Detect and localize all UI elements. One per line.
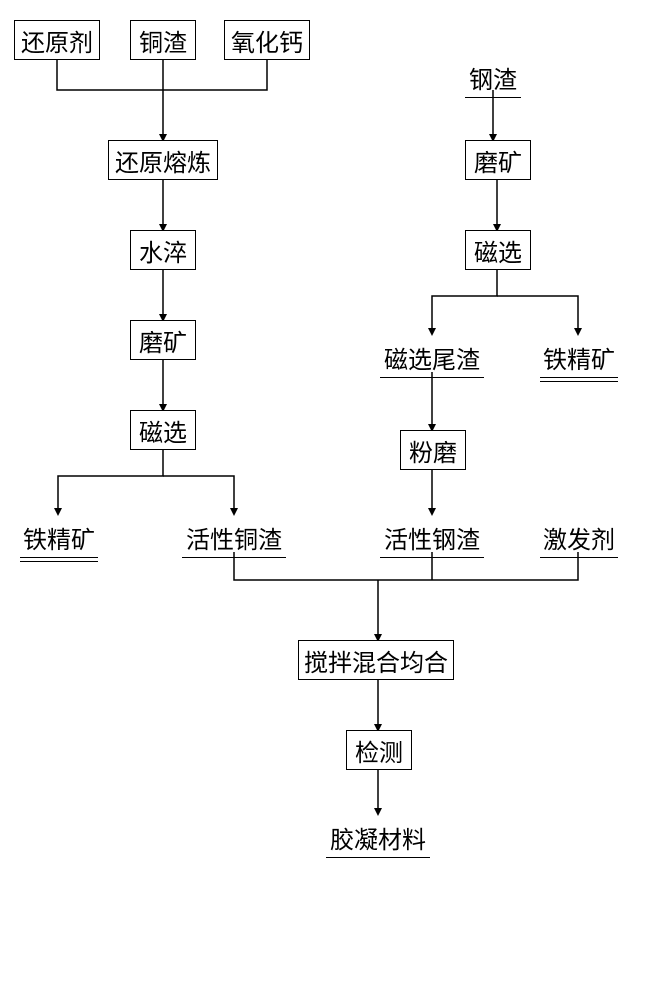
node-text: 水淬 [139,233,187,268]
node-n13: 粉磨 [400,430,466,470]
node-n19: 检测 [346,730,412,770]
edge-10 [497,296,578,334]
node-n14: 铁精矿 [20,520,98,555]
node-text: 磁选尾渣 [384,348,480,374]
node-n1: 还原剂 [14,20,100,60]
node-n18: 搅拌混合均合 [298,640,454,680]
node-text: 铜渣 [139,23,187,58]
edge-9 [432,270,497,334]
node-text: 胶凝材料 [330,828,426,854]
node-n3: 氧化钙 [224,20,310,60]
node-n2: 铜渣 [130,20,196,60]
node-text: 铁精矿 [543,348,615,374]
node-text: 氧化钙 [231,23,303,58]
node-n4: 钢渣 [465,60,521,95]
node-n12: 磁选 [130,410,196,450]
node-n11: 铁精矿 [540,340,618,375]
node-n17: 激发剂 [540,520,618,555]
node-text: 检测 [355,733,403,768]
node-n9: 磨矿 [130,320,196,360]
node-n16: 活性钢渣 [380,520,484,555]
node-n15: 活性铜渣 [182,520,286,555]
node-text: 磁选 [474,233,522,268]
node-n7: 水淬 [130,230,196,270]
node-text: 活性铜渣 [186,528,282,554]
node-text: 活性钢渣 [384,528,480,554]
edge-6 [163,476,234,514]
node-text: 还原剂 [21,23,93,58]
node-n8: 磁选 [465,230,531,270]
node-text: 搅拌混合均合 [304,643,448,678]
node-text: 铁精矿 [23,528,95,554]
node-text: 钢渣 [469,68,517,94]
edge-0 [57,60,267,90]
node-text: 磨矿 [139,323,187,358]
node-text: 还原熔炼 [115,143,211,178]
node-n6: 磨矿 [465,140,531,180]
node-n5: 还原熔炼 [108,140,218,180]
node-text: 粉磨 [409,433,457,468]
node-n20: 胶凝材料 [326,820,430,855]
node-text: 磨矿 [474,143,522,178]
edge-5 [58,450,163,514]
node-text: 激发剂 [543,528,615,554]
node-n10: 磁选尾渣 [380,340,484,375]
node-text: 磁选 [139,413,187,448]
